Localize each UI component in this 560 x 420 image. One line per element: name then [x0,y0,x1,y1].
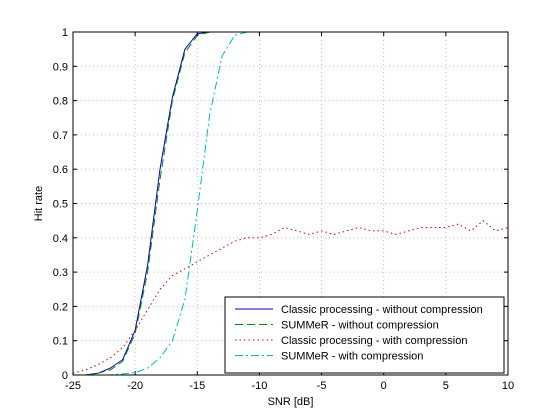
y-tick-label: 0.2 [53,301,68,313]
x-tick-label: -15 [189,380,205,392]
y-tick-label: 0.3 [53,267,68,279]
legend-entry-1: Classic processing - without compression [281,304,483,316]
y-tick-label: 0.5 [53,199,68,211]
x-tick-label: -25 [65,380,81,392]
x-tick-label: 0 [381,380,387,392]
y-tick-label: 0 [62,370,68,382]
grid [73,32,508,375]
axis-ticks: -25 -20 -15 -10 -5 0 5 10 0 0.1 0.2 0.3 0.4 0.5 0.6 0.7… [53,27,514,392]
y-tick-label: 0.7 [53,130,68,142]
y-axis-label: Hit rate [33,186,45,221]
legend-box [224,296,505,374]
y-tick-label: 0.4 [53,233,68,245]
legend-entry-2: SUMMeR - without compression [281,320,439,332]
x-tick-label: -5 [317,380,327,392]
y-tick-label: 0.9 [53,61,68,73]
legend-entry-3: Classic processing - with compression [281,335,467,347]
x-axis-label: SNR [dB] [268,396,314,408]
x-tick-label: 5 [443,380,449,392]
y-tick-label: 0.8 [53,96,68,108]
x-tick-label: 10 [502,380,514,392]
series-line-3 [72,220,509,374]
x-tick-label: -20 [127,380,143,392]
legend: Classic processing - without compression… [224,296,505,374]
y-tick-label: 0.6 [53,164,68,176]
y-tick-label: 1 [62,27,68,39]
x-tick-label: -10 [251,380,267,392]
legend-entry-4: SUMMeR - with compression [281,351,423,363]
y-tick-label: 0.1 [53,336,68,348]
